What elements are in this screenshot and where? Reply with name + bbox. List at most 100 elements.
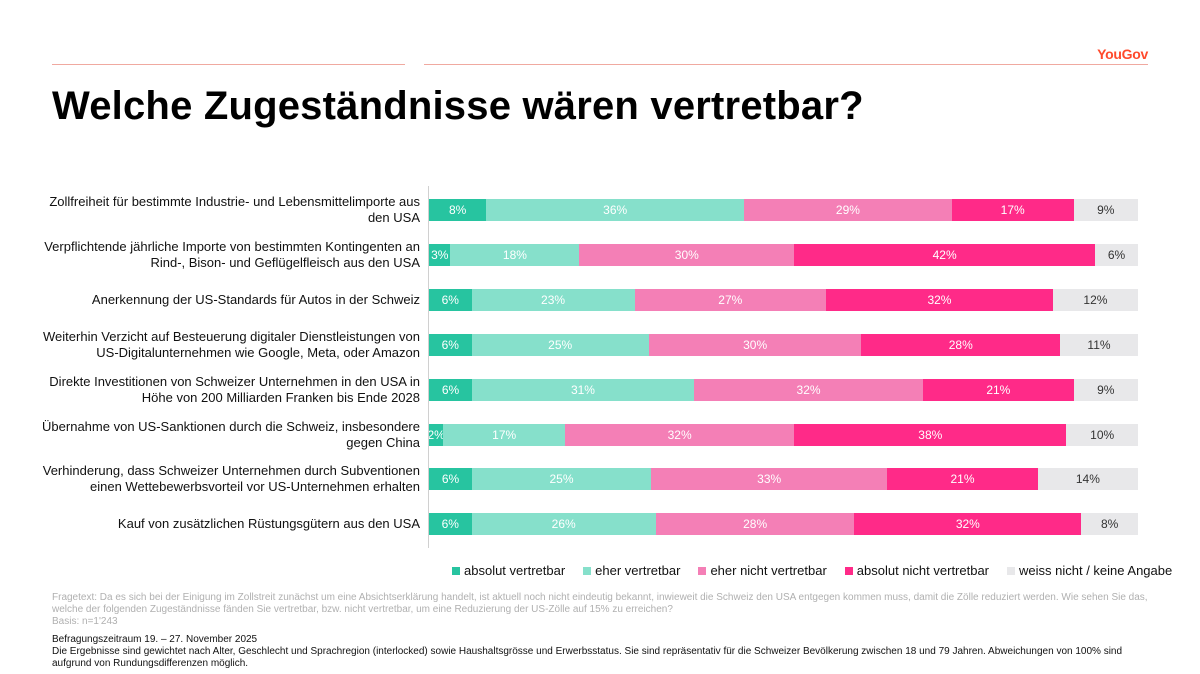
data-label: 32% xyxy=(955,517,980,531)
data-label: 21% xyxy=(986,383,1011,397)
bar-segment: 25% xyxy=(471,334,649,356)
footnote-method: Befragungszeitraum 19. – 27. November 20… xyxy=(52,634,1152,670)
data-label: 2% xyxy=(427,428,445,442)
category-label: Zollfreiheit für bestimmte Industrie- un… xyxy=(49,194,420,225)
data-label: 21% xyxy=(950,472,975,486)
category-label: Verpflichtende jährliche Importe von bes… xyxy=(44,239,420,270)
period-text: Befragungszeitraum 19. – 27. November 20… xyxy=(52,634,258,645)
data-label: 23% xyxy=(541,293,566,307)
legend-swatch xyxy=(844,566,853,575)
bar-segment: 17% xyxy=(443,424,566,446)
legend-label: weiss nicht / keine Angabe xyxy=(1019,563,1173,578)
bar-segment: 18% xyxy=(450,244,580,266)
data-label: 32% xyxy=(927,293,952,307)
bar-segment: 31% xyxy=(471,379,694,401)
data-label: 8% xyxy=(1100,517,1119,531)
data-label: 30% xyxy=(743,338,768,352)
data-label: 18% xyxy=(502,248,527,262)
bar-segment: 23% xyxy=(471,289,635,311)
data-label: 25% xyxy=(548,338,573,352)
page-title: Welche Zugeständnisse wären vertretbar? xyxy=(52,84,864,128)
data-label: 3% xyxy=(431,248,449,262)
data-label: 6% xyxy=(441,293,459,307)
data-label: 36% xyxy=(603,203,628,217)
bar-segment: 32% xyxy=(565,424,795,446)
legend-swatch xyxy=(698,566,707,575)
data-label: 32% xyxy=(667,428,692,442)
bar-segment: 30% xyxy=(648,334,862,356)
yougov-logo: YouGov xyxy=(1097,46,1148,62)
data-label: 8% xyxy=(448,203,467,217)
category-label: Kauf von zusätzlichen Rüstungsgütern aus… xyxy=(117,516,420,531)
bar-segment: 17% xyxy=(951,199,1074,221)
data-label: 6% xyxy=(441,383,460,397)
legend-label: eher vertretbar xyxy=(595,563,681,578)
category-label: Direkte Investitionen von Schweizer Unte… xyxy=(49,374,420,405)
data-label: 29% xyxy=(835,203,860,217)
method-text: Die Ergebnisse sind gewichtet nach Alter… xyxy=(52,646,1123,669)
legend-label: absolut nicht vertretbar xyxy=(856,563,990,578)
bar-segment: 11% xyxy=(1060,334,1138,356)
data-label: 9% xyxy=(1097,383,1115,397)
bar-segment: 28% xyxy=(861,334,1060,356)
bar-segment: 26% xyxy=(471,513,656,535)
data-label: 28% xyxy=(743,517,768,531)
data-label: 25% xyxy=(549,472,574,486)
bar-segment: 6% xyxy=(429,289,472,311)
bar-segment: 38% xyxy=(794,424,1067,446)
bar-segment: 6% xyxy=(429,379,472,401)
data-label: 17% xyxy=(492,428,517,442)
bar-segment: 32% xyxy=(826,289,1053,311)
chart-axis-line xyxy=(428,186,429,548)
legend-item: eher vertretbar xyxy=(583,563,680,578)
bar-segment: 12% xyxy=(1052,289,1138,311)
legend-item: weiss nicht / keine Angabe xyxy=(1007,563,1172,578)
legend-item: absolut nicht vertretbar xyxy=(844,563,990,578)
legend-label: absolut vertretbar xyxy=(464,563,566,578)
data-label: 9% xyxy=(1097,203,1115,217)
data-label: 17% xyxy=(1000,203,1025,217)
category-label: Anerkennung der US-Standards für Autos i… xyxy=(91,292,420,307)
bar-segment: 33% xyxy=(651,468,888,490)
data-label: 6% xyxy=(441,338,459,352)
header-rule-right xyxy=(424,64,1148,65)
bar-segment: 6% xyxy=(429,334,472,356)
header-rule-left xyxy=(52,64,405,65)
category-label: Übernahme von US-Sanktionen durch die Sc… xyxy=(42,419,420,450)
bar-segment: 9% xyxy=(1073,379,1138,401)
bar-segment: 6% xyxy=(429,513,472,535)
bar-segment: 29% xyxy=(744,199,952,221)
bar-segment: 42% xyxy=(794,244,1096,266)
category-label: Verhinderung, dass Schweizer Unternehmen… xyxy=(42,463,420,494)
legend-swatch xyxy=(583,566,592,575)
bar-segment: 28% xyxy=(655,513,855,535)
bar-segment: 21% xyxy=(887,468,1038,490)
bar-segment: 32% xyxy=(693,379,924,401)
legend-label: eher nicht vertretbar xyxy=(710,563,827,578)
bar-segment: 30% xyxy=(579,244,795,266)
chart-legend: absolut vertretbar eher vertretbar eher ni… xyxy=(452,563,1190,578)
data-label: 6% xyxy=(441,472,460,486)
basis-text: Basis: n=1'243 xyxy=(52,616,118,627)
legend-swatch xyxy=(452,566,460,575)
data-label: 30% xyxy=(674,248,699,262)
data-label: 26% xyxy=(551,517,576,531)
bar-segment: 6% xyxy=(1095,244,1138,266)
data-label: 42% xyxy=(932,248,957,262)
legend-item: absolut vertretbar xyxy=(452,563,565,578)
data-label: 11% xyxy=(1087,338,1111,352)
data-label: 10% xyxy=(1090,428,1115,442)
data-label: 31% xyxy=(570,383,595,397)
bar-segment: 14% xyxy=(1037,468,1138,490)
data-label: 27% xyxy=(718,293,743,307)
bar-segment: 2% xyxy=(427,424,445,446)
data-label: 12% xyxy=(1083,293,1108,307)
bar-segment: 32% xyxy=(854,513,1082,535)
bar-segment: 36% xyxy=(486,199,745,221)
bar-segment: 6% xyxy=(429,468,472,490)
footnote-question: Fragetext: Da es sich bei der Einigung i… xyxy=(52,592,1152,628)
bar-segment: 9% xyxy=(1073,199,1138,221)
bar-segment: 25% xyxy=(471,468,651,490)
bar-segment: 10% xyxy=(1066,424,1138,446)
bar-segment: 27% xyxy=(634,289,827,311)
